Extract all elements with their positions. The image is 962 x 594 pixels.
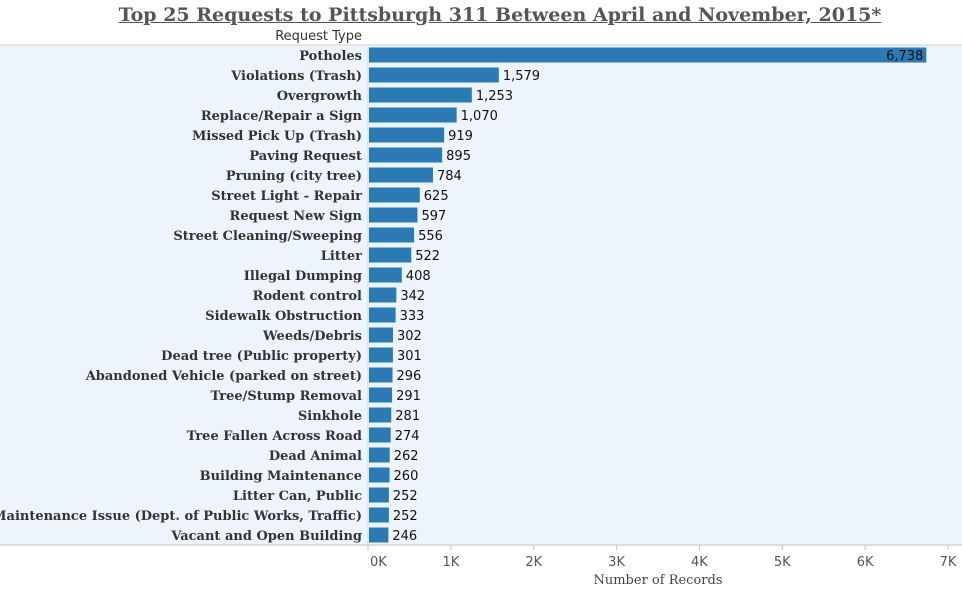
data-label: 246 [392,529,417,544]
data-label: 6,738 [886,49,923,64]
bar [369,487,389,503]
data-label: 784 [437,169,462,184]
bar [369,247,412,263]
category-label: Street Light - Repair [211,189,362,204]
data-label: 281 [395,409,420,424]
bar [369,307,396,323]
data-label: 919 [448,129,473,144]
x-tick-label: 4K [691,555,708,570]
data-label: 625 [424,189,449,204]
data-label: 342 [400,289,425,304]
x-tick-label: 7K [940,555,957,570]
data-label: 1,579 [503,69,540,84]
data-label: 1,070 [461,109,498,124]
bar [369,107,457,123]
category-label: Dead tree (Public property) [161,349,362,364]
category-label: Abandoned Vehicle (parked on street) [85,369,362,384]
row-header-label: Request Type [275,29,362,44]
data-label: 252 [393,489,418,504]
bar [369,347,393,363]
bar [369,167,433,183]
category-label: Request New Sign [230,209,363,224]
category-label: Litter [321,249,362,264]
data-label: 408 [406,269,431,284]
data-label: 291 [396,389,421,404]
bar [369,387,393,403]
category-label: Dead Animal [269,449,362,464]
category-label: Vacant and Open Building [170,529,362,544]
category-label: Violations (Trash) [230,69,362,84]
bar [369,47,927,63]
category-label: Pruning (city tree) [226,169,362,184]
data-label: 333 [400,309,425,324]
category-label: Rodent control [253,289,362,304]
bar [369,467,390,483]
bar [369,207,418,223]
category-label: Sinkhole [298,409,362,424]
data-label: 274 [395,429,420,444]
x-tick-label: 0K [370,555,387,570]
data-label: 522 [415,249,440,264]
x-tick-label: 3K [608,555,625,570]
data-label: 1,253 [476,89,513,104]
category-label: Tree Fallen Across Road [187,429,362,444]
category-label: Litter Can, Public [233,489,362,504]
category-label: Potholes [299,49,362,64]
bar [369,227,415,243]
category-label: Street Cleaning/Sweeping [173,229,362,244]
data-label: 895 [446,149,471,164]
bar [369,187,420,203]
category-label: Overgrowth [277,89,363,104]
bar [369,527,389,543]
category-label: Replace/Repair a Sign [201,109,363,124]
data-label: 301 [397,349,422,364]
bar [369,127,445,143]
bar [369,67,499,83]
data-label: 260 [394,469,419,484]
data-label: 262 [394,449,419,464]
category-label: Maintenance Issue (Dept. of Public Works… [0,509,362,524]
plot-background [0,45,962,545]
category-label: Paving Request [249,149,362,164]
data-label: 296 [397,369,422,384]
bar [369,87,472,103]
bar [369,327,394,343]
category-label: Weeds/Debris [262,329,362,344]
x-tick-label: 2K [525,555,542,570]
data-label: 252 [393,509,418,524]
category-label: Illegal Dumping [244,269,362,284]
bar [369,367,393,383]
bar [369,427,391,443]
x-tick-label: 6K [857,555,874,570]
bar [369,267,402,283]
x-tick-label: 1K [442,555,459,570]
chart-title: Top 25 Requests to Pittsburgh 311 Betwee… [118,4,882,26]
data-label: 556 [418,229,443,244]
category-label: Tree/Stump Removal [211,389,363,404]
x-axis-label: Number of Records [593,573,723,588]
bar [369,147,443,163]
bar [369,407,392,423]
category-label: Building Maintenance [200,469,362,484]
bar [369,507,389,523]
x-tick-label: 5K [774,555,791,570]
bar [369,447,390,463]
bar [369,287,397,303]
data-label: 597 [421,209,446,224]
category-label: Missed Pick Up (Trash) [192,129,362,144]
data-label: 302 [397,329,422,344]
category-label: Sidewalk Obstruction [205,309,362,324]
